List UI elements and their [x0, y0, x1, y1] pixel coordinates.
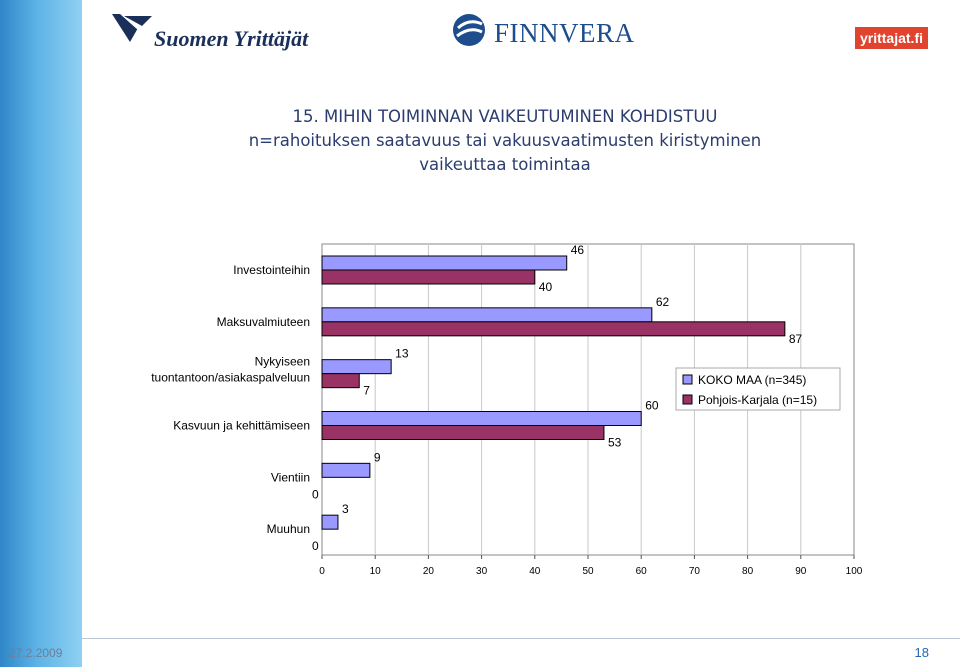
- bar-pohjois-karjala: [321, 269, 536, 285]
- x-tick-label: 30: [476, 566, 488, 577]
- bar-koko-maa: [321, 462, 371, 478]
- bar-pohjois-karjala: [321, 321, 786, 337]
- finnvera-logo-text: FINNVERA: [494, 18, 635, 48]
- data-label: 40: [539, 280, 553, 294]
- footer-divider: [82, 638, 960, 639]
- x-tick-label: 90: [795, 566, 807, 577]
- suomen-yrittajat-logo: Suomen Yrittäjät: [112, 12, 312, 52]
- left-sidebar-band: [0, 0, 82, 667]
- x-tick-label: 50: [582, 566, 594, 577]
- data-label: 60: [645, 399, 659, 413]
- suomen-yrittajat-emblem-icon: [112, 14, 152, 42]
- finnvera-logo: FINNVERA: [452, 12, 635, 52]
- category-label: Vientiin: [271, 470, 310, 484]
- data-label: 62: [656, 295, 670, 309]
- category-label: Maksuvalmiuteen: [217, 315, 310, 329]
- legend-box: [675, 367, 841, 411]
- data-label: 0: [312, 487, 319, 501]
- bar-koko-maa: [321, 411, 642, 426]
- bar-koko-maa: [321, 307, 653, 323]
- category-label: Kasvuun ja kehittämiseen: [173, 419, 310, 433]
- data-label: 3: [342, 502, 349, 516]
- bar-koko-maa: [321, 514, 339, 530]
- legend-label: Pohjois-Karjala (n=15): [698, 393, 817, 407]
- category-label: Investointeihin: [233, 263, 310, 277]
- data-label: 46: [571, 243, 585, 257]
- x-tick-label: 100: [846, 566, 863, 577]
- x-tick-label: 70: [689, 566, 701, 577]
- bar-pohjois-karjala: [321, 373, 360, 389]
- title-line-3: vaikeuttaa toimintaa: [419, 155, 591, 174]
- data-label: 0: [312, 539, 319, 553]
- suomen-yrittajat-logo-text: Suomen Yrittäjät: [154, 26, 309, 51]
- x-tick-label: 10: [370, 566, 382, 577]
- category-label: Nykyiseen tuontantoon/asiakaspalveluun: [151, 355, 310, 385]
- bar-koko-maa: [321, 255, 568, 271]
- x-tick-label: 0: [319, 566, 325, 577]
- slide-title: 15. MIHIN TOIMINNAN VAIKEUTUMINEN KOHDIS…: [160, 105, 850, 177]
- legend-swatch: [682, 374, 693, 385]
- legend-swatch: [682, 394, 693, 405]
- bar-pohjois-karjala: [321, 425, 605, 440]
- data-label: 13: [395, 347, 409, 361]
- x-tick-label: 60: [636, 566, 648, 577]
- footer-date: 27.2.2009: [9, 646, 63, 660]
- category-label: Muuhun: [267, 522, 310, 536]
- bar-koko-maa: [321, 359, 392, 375]
- data-label: 87: [789, 332, 803, 346]
- yrittajat-fi-logo: yrittajat.fi: [855, 27, 928, 49]
- x-tick-label: 80: [742, 566, 754, 577]
- data-label: 7: [363, 384, 370, 398]
- data-label: 9: [374, 450, 381, 464]
- finnvera-emblem-icon: [453, 14, 485, 46]
- page-number: 18: [914, 645, 929, 660]
- data-label: 53: [608, 436, 622, 450]
- x-tick-label: 20: [423, 566, 435, 577]
- legend-label: KOKO MAA (n=345): [698, 373, 806, 387]
- title-line-2: n=rahoituksen saatavuus tai vakuusvaatim…: [248, 131, 762, 150]
- x-tick-label: 40: [529, 566, 541, 577]
- title-line-1: 15. MIHIN TOIMINNAN VAIKEUTUMINEN KOHDIS…: [292, 107, 718, 126]
